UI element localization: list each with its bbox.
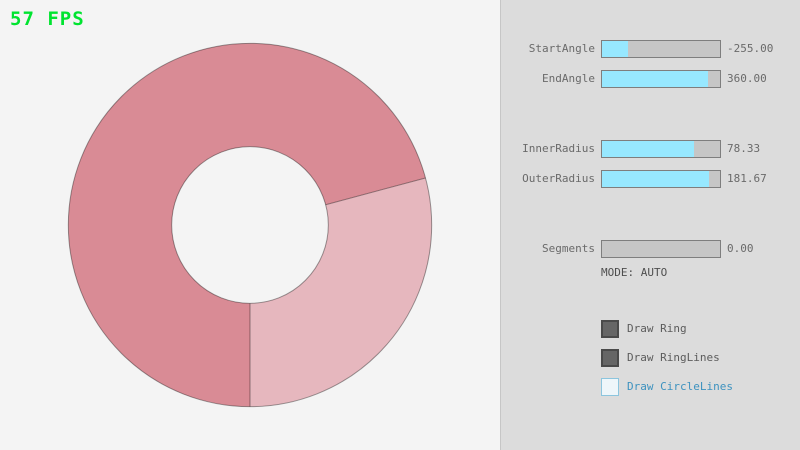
segments-value: 0.00 (727, 242, 754, 255)
ring-inner-line (171, 146, 329, 304)
endangle-slider-fill (602, 71, 709, 87)
slider-row-segments: Segments 0.00 (501, 240, 800, 258)
startangle-value: -255.00 (727, 42, 774, 55)
slider-row-endangle: EndAngle 360.00 (501, 70, 800, 88)
endangle-slider[interactable] (601, 70, 721, 88)
startangle-slider-fill (602, 41, 628, 57)
segments-label: Segments (542, 242, 595, 255)
outerradius-slider[interactable] (601, 170, 721, 188)
draw-ring-checkbox[interactable] (601, 320, 619, 338)
slider-row-outerradius: OuterRadius 181.67 (501, 170, 800, 188)
draw-ringlines-label: Draw RingLines (627, 351, 720, 364)
ring-lines (67, 42, 433, 408)
ring-outer-line (67, 42, 433, 408)
ring-chart (67, 42, 433, 408)
draw-circlelines-checkbox[interactable] (601, 378, 619, 396)
endangle-value: 360.00 (727, 72, 767, 85)
checkbox-row-draw-circlelines: Draw CircleLines (501, 378, 800, 396)
checkbox-row-draw-ringlines: Draw RingLines (501, 349, 800, 367)
outerradius-value: 181.67 (727, 172, 767, 185)
outerradius-slider-fill (602, 171, 710, 187)
mode-text: MODE: AUTO (601, 266, 668, 279)
innerradius-slider[interactable] (601, 140, 721, 158)
endangle-label: EndAngle (542, 72, 595, 85)
startangle-slider[interactable] (601, 40, 721, 58)
innerradius-slider-fill (602, 141, 695, 157)
control-panel: StartAngle -255.00 EndAngle 360.00 Inner… (500, 0, 800, 450)
checkbox-row-draw-ring: Draw Ring (501, 320, 800, 338)
startangle-label: StartAngle (528, 42, 595, 55)
innerradius-value: 78.33 (727, 142, 761, 155)
fps-counter: 57 FPS (10, 8, 85, 30)
draw-circlelines-label: Draw CircleLines (627, 380, 733, 393)
slider-row-innerradius: InnerRadius 78.33 (501, 140, 800, 158)
ring-segment-dark (68, 43, 426, 407)
draw-ring-label: Draw Ring (627, 322, 687, 335)
innerradius-label: InnerRadius (522, 142, 595, 155)
ring-segment-light (250, 177, 432, 407)
segments-slider[interactable] (601, 240, 721, 258)
ring-start-line (325, 177, 426, 206)
slider-row-startangle: StartAngle -255.00 (501, 40, 800, 58)
draw-ringlines-checkbox[interactable] (601, 349, 619, 367)
outerradius-label: OuterRadius (522, 172, 595, 185)
